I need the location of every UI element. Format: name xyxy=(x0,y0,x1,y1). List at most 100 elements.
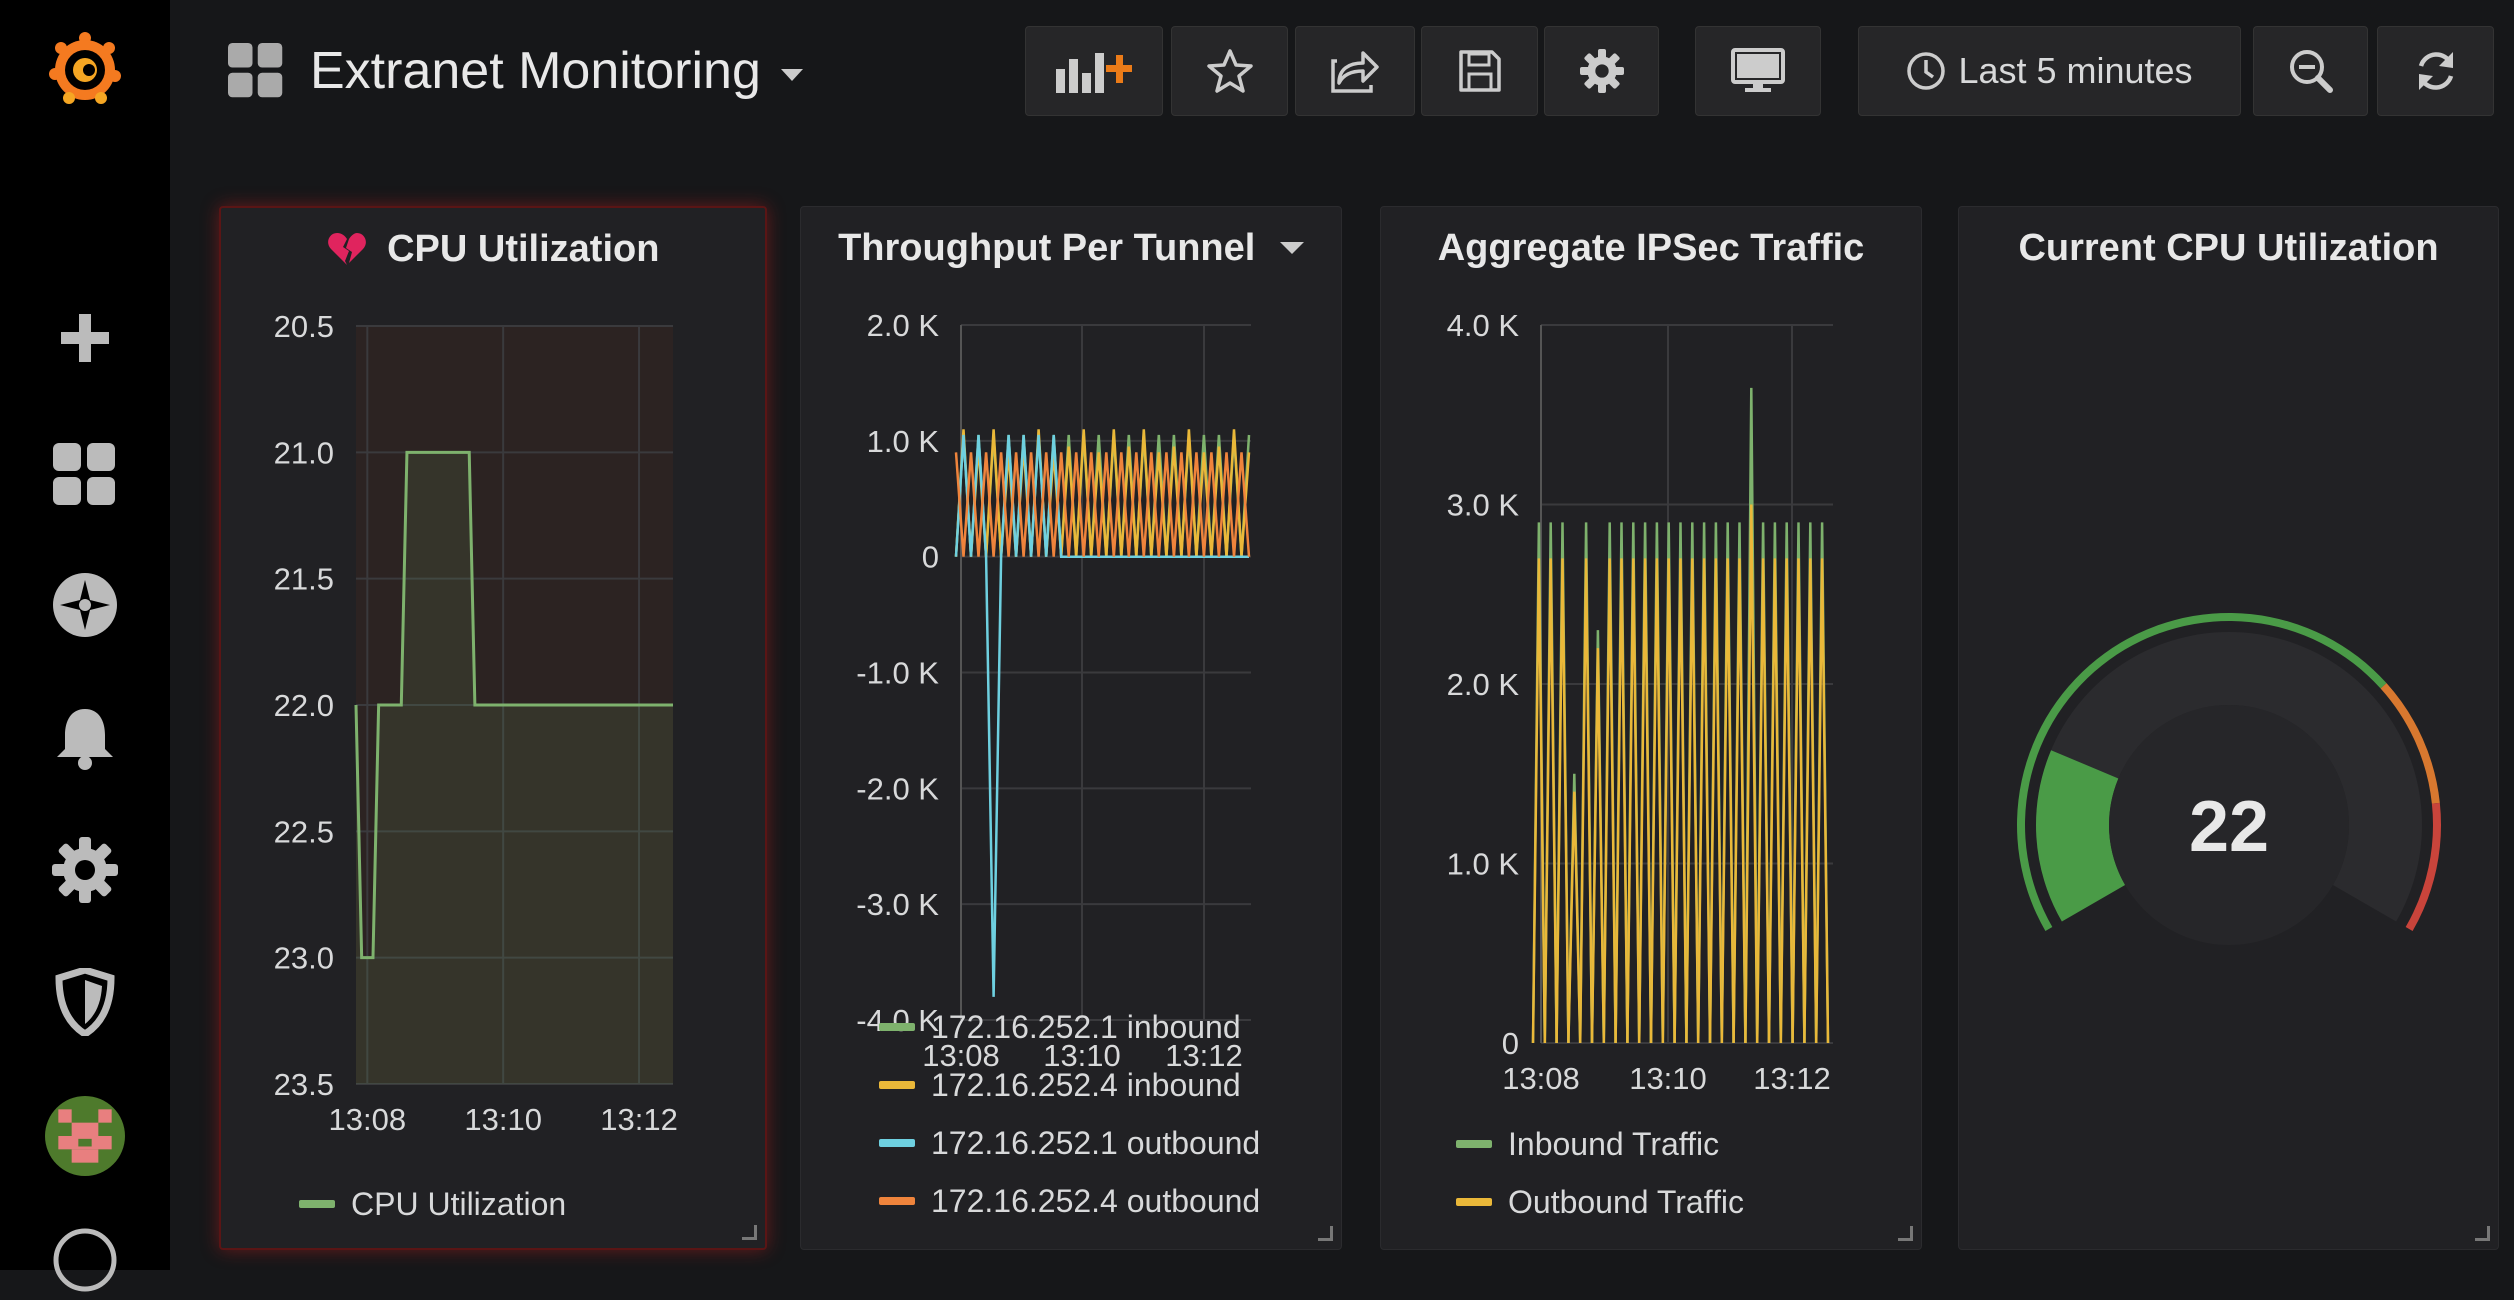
add-panel-button[interactable] xyxy=(1025,26,1163,116)
legend-item[interactable]: 172.16.252.4 inbound xyxy=(879,1056,1260,1114)
y-tick-label: -3.0 K xyxy=(856,887,939,922)
outbound-spike xyxy=(1614,558,1629,1044)
panel-header[interactable]: Throughput Per Tunnel xyxy=(801,227,1341,270)
outbound-spike xyxy=(1543,558,1558,1044)
x-tick-label: 13:10 xyxy=(1629,1061,1707,1096)
y-tick-label: 22.0 xyxy=(274,688,334,723)
legend-item[interactable]: CPU Utilization xyxy=(299,1175,566,1233)
resize-handle[interactable] xyxy=(1898,1226,1913,1241)
plus-icon[interactable] xyxy=(45,298,125,378)
throughput-chart[interactable]: 2.0 K 1.0 K 0 -1.0 K -2.0 K -3.0 K -4.0 K13:08… xyxy=(801,295,1341,1085)
y-tick-label: 23.5 xyxy=(274,1067,334,1102)
star-button[interactable] xyxy=(1171,26,1288,116)
outbound-spike xyxy=(1732,558,1747,1044)
y-tick-label: 0 xyxy=(922,540,939,575)
x-tick-label: 13:10 xyxy=(1043,1038,1121,1073)
resize-handle[interactable] xyxy=(742,1225,757,1240)
chart-legend: CPU Utilization xyxy=(299,1175,566,1233)
outbound-spike xyxy=(1791,558,1806,1044)
y-tick-label: 0 xyxy=(1502,1026,1519,1061)
outbound-spike xyxy=(1779,558,1794,1044)
share-button[interactable] xyxy=(1295,26,1415,116)
y-tick-label: -2.0 K xyxy=(856,771,939,806)
aggregate-traffic-chart[interactable]: 4.0 K 3.0 K 2.0 K 1.0 K 013:08 13:10 13:12 xyxy=(1381,295,1921,1195)
panel-header[interactable]: Aggregate IPSec Traffic xyxy=(1381,227,1921,270)
gauge-value-text: 22 xyxy=(2189,787,2269,867)
y-tick-label: -1.0 K xyxy=(856,656,939,691)
panel-header[interactable]: CPU Utilization xyxy=(221,228,765,271)
outbound-spike xyxy=(1673,558,1688,1044)
legend-swatch xyxy=(299,1200,335,1208)
resize-handle[interactable] xyxy=(2475,1226,2490,1241)
legend-swatch xyxy=(879,1139,915,1147)
legend-label: Inbound Traffic xyxy=(1508,1125,1720,1162)
save-button[interactable] xyxy=(1421,26,1538,116)
legend-item[interactable]: 172.16.252.1 inbound xyxy=(879,998,1260,1056)
gear-icon xyxy=(1579,49,1624,93)
y-tick-label: -4.0 K xyxy=(856,1003,939,1038)
panel-header[interactable]: Current CPU Utilization xyxy=(1959,227,2498,270)
legend-swatch xyxy=(879,1081,915,1089)
panel-title: Aggregate IPSec Traffic xyxy=(1437,227,1865,269)
legend-item[interactable]: 172.16.252.1 outbound xyxy=(879,1114,1260,1172)
zoom-out-button[interactable] xyxy=(2253,26,2368,116)
sidebar xyxy=(0,0,170,1292)
legend-item[interactable]: Outbound Traffic xyxy=(1456,1173,1744,1231)
clock-icon xyxy=(1907,52,1946,90)
outbound-spike xyxy=(1626,558,1641,1044)
outbound-spike xyxy=(1602,558,1617,1044)
gauge-center xyxy=(2109,705,2349,945)
resize-handle[interactable] xyxy=(1318,1226,1333,1241)
alert-bell-icon[interactable] xyxy=(45,698,125,778)
legend-label: 172.16.252.1 inbound xyxy=(931,1008,1241,1045)
throughput-per-tunnel-panel: Throughput Per Tunnel 2.0 K 1.0 K 0 -1.0 K -… xyxy=(800,206,1342,1250)
help-icon[interactable] xyxy=(45,1220,125,1300)
cpu-gauge[interactable]: 22 xyxy=(1959,537,2500,1097)
y-tick-label: 21.0 xyxy=(274,435,334,470)
y-tick-label: 3.0 K xyxy=(1447,488,1520,523)
outbound-spike xyxy=(1720,558,1735,1044)
dashboard-title-button[interactable]: Extranet Monitoring xyxy=(228,38,803,104)
panel-title: Current CPU Utilization xyxy=(2018,227,2439,269)
outbound-spike xyxy=(1685,558,1700,1044)
explore-compass-icon[interactable] xyxy=(45,565,125,645)
time-range-picker[interactable]: Last 5 minutes xyxy=(1858,26,2241,116)
legend-item[interactable]: Inbound Traffic xyxy=(1456,1115,1744,1173)
legend-item[interactable]: 172.16.252.4 outbound xyxy=(879,1172,1260,1230)
gear-icon[interactable] xyxy=(45,830,125,910)
panel-menu-caret-icon xyxy=(1279,242,1304,254)
gauge-value-arc xyxy=(2036,750,2126,922)
cycle-view-mode-button[interactable] xyxy=(1695,26,1821,116)
panel-title: CPU Utilization xyxy=(387,228,660,270)
y-tick-label: 2.0 K xyxy=(1447,667,1520,702)
refresh-button[interactable] xyxy=(2377,26,2494,116)
chart-legend: 172.16.252.1 inbound 172.16.252.4 inboun… xyxy=(879,998,1260,1230)
dashboard-title: Extranet Monitoring xyxy=(310,42,761,100)
panel-title: Throughput Per Tunnel xyxy=(838,227,1256,269)
shield-icon[interactable] xyxy=(45,962,125,1042)
chart-legend: Inbound Traffic Outbound Traffic xyxy=(1456,1115,1744,1231)
series-line xyxy=(954,452,1251,557)
gauge-track xyxy=(2036,632,2422,922)
dashboards-icon[interactable] xyxy=(45,435,125,515)
legend-label: CPU Utilization xyxy=(351,1185,567,1222)
outbound-spike xyxy=(1814,558,1830,1044)
outbound-spike xyxy=(1661,558,1676,1044)
cpu-utilization-chart[interactable]: 20.5 21.0 21.5 22.0 22.5 23.0 23.513:08 13:10 13… xyxy=(221,296,765,1216)
zoom-out-icon xyxy=(2289,50,2333,93)
x-tick-label: 13:08 xyxy=(922,1038,1000,1073)
threshold-band xyxy=(2380,683,2440,804)
grafana-logo-icon[interactable] xyxy=(45,30,125,110)
dashboards-icon xyxy=(228,43,283,98)
legend-label: 172.16.252.1 outbound xyxy=(931,1124,1261,1161)
legend-label: 172.16.252.4 outbound xyxy=(931,1182,1261,1219)
user-avatar[interactable] xyxy=(45,1096,125,1176)
y-tick-label: 4.0 K xyxy=(1447,308,1520,343)
legend-swatch xyxy=(879,1023,915,1031)
x-tick-label: 13:08 xyxy=(329,1102,407,1137)
outbound-spike xyxy=(1708,558,1724,1044)
outbound-spike xyxy=(1803,558,1818,1044)
settings-button[interactable] xyxy=(1544,26,1659,116)
y-tick-label: 23.0 xyxy=(274,941,334,976)
x-tick-label: 13:10 xyxy=(464,1102,542,1137)
